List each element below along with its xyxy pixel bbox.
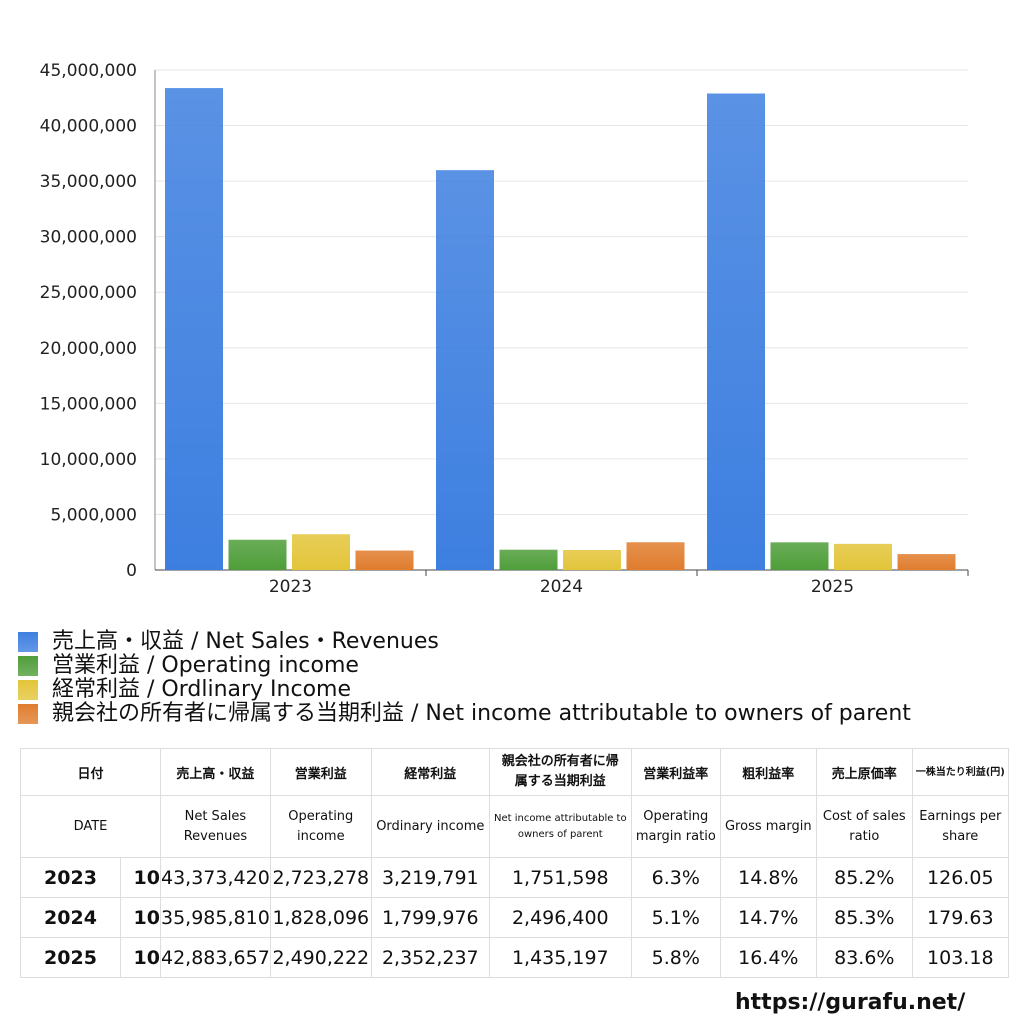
- table-row: 2025 10 42,883,657 2,490,222 2,352,237 1,435,…: [20, 937, 1009, 978]
- table-cell: 85.2%: [815, 857, 913, 898]
- y-tick-label: 20,000,000: [40, 339, 137, 359]
- table-cell: 2,723,278: [269, 857, 372, 898]
- col-date-en: DATE: [20, 795, 161, 858]
- y-tick-label: 45,000,000: [40, 61, 137, 81]
- col-opincome-jp: 営業利益: [269, 748, 372, 796]
- cell-year: 2023: [20, 857, 121, 898]
- bar-2023-1: [228, 539, 287, 570]
- table-cell: 14.7%: [719, 897, 817, 938]
- table-cell: 16.4%: [719, 937, 817, 978]
- table-cell: 179.63: [911, 897, 1009, 938]
- col-date-jp: 日付: [20, 748, 161, 796]
- col-cost-en: Cost of sales ratio: [815, 795, 913, 858]
- legend-item: 売上高・収益 / Net Sales・Revenues: [18, 630, 911, 654]
- bar-2024-3: [626, 542, 685, 570]
- bar-2023-0: [165, 88, 223, 570]
- table-cell: 5.8%: [630, 937, 721, 978]
- table-cell: 2,496,400: [488, 897, 632, 938]
- bar-2024-1: [499, 549, 558, 570]
- y-tick-label: 0: [126, 561, 137, 581]
- bar-chart: 0 5,000,000 10,000,000 15,000,000 20,000,000…: [40, 61, 969, 597]
- legend-label: 経常利益 / Ordlinary Income: [52, 677, 351, 702]
- legend-item: 親会社の所有者に帰属する当期利益 / Net income attributab…: [18, 702, 911, 726]
- table-row: 2023 10 43,373,420 2,723,278 3,219,791 1,751,…: [20, 857, 1009, 898]
- legend-swatch: [18, 656, 38, 676]
- col-opmargin-jp: 営業利益率: [630, 748, 721, 796]
- table-cell: 6.3%: [630, 857, 721, 898]
- bar-2023-3: [355, 550, 414, 570]
- y-tick-label: 10,000,000: [40, 450, 137, 470]
- legend-label: 営業利益 / Operating income: [52, 653, 359, 678]
- table-row: 2024 10 35,985,810 1,828,096 1,799,976 2,496,…: [20, 897, 1009, 938]
- table-cell: 42,883,657: [160, 937, 271, 978]
- legend-item: 経常利益 / Ordlinary Income: [18, 678, 911, 702]
- bar-2024-0: [436, 170, 494, 571]
- table-cell: 103.18: [911, 937, 1009, 978]
- table-cell: 2,490,222: [269, 937, 372, 978]
- cell-month: 10: [120, 857, 161, 898]
- bar-2025-1: [770, 542, 829, 570]
- table-cell: 35,985,810: [160, 897, 271, 938]
- y-tick-label: 5,000,000: [50, 505, 137, 525]
- table-cell: 43,373,420: [160, 857, 271, 898]
- table-cell: 1,751,598: [488, 857, 632, 898]
- col-opincome-en: Operating income: [269, 795, 372, 858]
- col-ordincome-en: Ordinary income: [370, 795, 490, 858]
- col-netincome-en: Net income attributable to owners of par…: [488, 795, 632, 858]
- table-cell: 5.1%: [630, 897, 721, 938]
- table-cell: 3,219,791: [370, 857, 490, 898]
- legend-swatch: [18, 680, 38, 700]
- col-eps-jp-text: 一株当たり利益(円): [915, 766, 1005, 778]
- table-cell: 1,828,096: [269, 897, 372, 938]
- site-url[interactable]: https://gurafu.net/: [735, 990, 966, 1015]
- bar-2025-0: [707, 93, 765, 570]
- x-tick-label: 2023: [269, 577, 312, 597]
- bar-2025-3: [897, 554, 956, 570]
- header-row-jp: 日付 売上高・収益 営業利益 経常利益 親会社の所有者に帰属する当期利益 営業利…: [20, 748, 1009, 796]
- col-sales-en: Net Sales Revenues: [160, 795, 271, 858]
- legend-item: 営業利益 / Operating income: [18, 654, 911, 678]
- table-cell: 126.05: [911, 857, 1009, 898]
- legend-label: 売上高・収益 / Net Sales・Revenues: [52, 629, 439, 654]
- header-row-en: DATE Net Sales Revenues Operating income…: [20, 795, 1009, 858]
- col-gross-en: Gross margin: [719, 795, 817, 858]
- col-sales-jp: 売上高・収益: [160, 748, 271, 796]
- y-tick-label: 30,000,000: [40, 228, 137, 248]
- legend-swatch: [18, 632, 38, 652]
- col-gross-jp: 粗利益率: [719, 748, 817, 796]
- col-opmargin-en: Operating margin ratio: [630, 795, 721, 858]
- y-tick-label: 25,000,000: [40, 283, 137, 303]
- table-cell: 2,352,237: [370, 937, 490, 978]
- bar-2023-2: [292, 534, 350, 570]
- bar-2025-2: [834, 543, 892, 570]
- col-cost-jp: 売上原価率: [815, 748, 913, 796]
- table-cell: 1,799,976: [370, 897, 490, 938]
- y-tick-label: 35,000,000: [40, 172, 137, 192]
- table-cell: 14.8%: [719, 857, 817, 898]
- x-tick-label: 2025: [811, 577, 854, 597]
- y-tick-label: 15,000,000: [40, 394, 137, 414]
- cell-month: 10: [120, 937, 161, 978]
- table-cell: 1,435,197: [488, 937, 632, 978]
- col-ordincome-jp: 経常利益: [370, 748, 490, 796]
- data-table: 日付 売上高・収益 営業利益 経常利益 親会社の所有者に帰属する当期利益 営業利…: [20, 748, 1009, 978]
- cell-year: 2024: [20, 897, 121, 938]
- col-netincome-jp: 親会社の所有者に帰属する当期利益: [488, 748, 632, 796]
- legend-label: 親会社の所有者に帰属する当期利益 / Net income attributab…: [52, 701, 911, 726]
- table-cell: 83.6%: [815, 937, 913, 978]
- table-cell: 85.3%: [815, 897, 913, 938]
- col-netincome-jp-text: 親会社の所有者に帰属する当期利益: [501, 754, 619, 789]
- cell-month: 10: [120, 897, 161, 938]
- col-eps-en: Earnings per share: [911, 795, 1009, 858]
- cell-year: 2025: [20, 937, 121, 978]
- bar-2024-2: [563, 550, 621, 570]
- col-eps-jp: 一株当たり利益(円): [911, 748, 1009, 796]
- legend: 売上高・収益 / Net Sales・Revenues 営業利益 / Operat…: [18, 630, 911, 726]
- legend-swatch: [18, 704, 38, 724]
- x-tick-label: 2024: [540, 577, 583, 597]
- y-tick-label: 40,000,000: [40, 117, 137, 137]
